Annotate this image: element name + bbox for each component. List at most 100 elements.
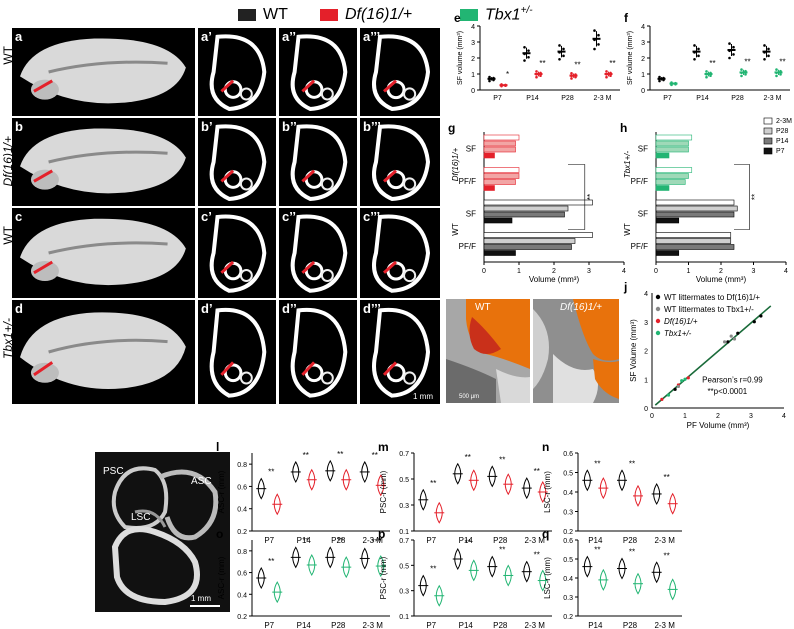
y-tick-label: 4: [471, 24, 475, 31]
violin-shape: [618, 469, 626, 492]
x-tick-label: 0: [482, 268, 486, 275]
sig-mark: **: [744, 57, 750, 66]
data-point: [697, 47, 700, 51]
sig-mark: **: [709, 59, 715, 68]
violin-shape: [361, 460, 369, 483]
sig-bracket: [568, 164, 586, 230]
bar: [655, 152, 670, 159]
x-tick-label: P14: [526, 95, 539, 102]
x-tick-label: 1: [517, 268, 521, 275]
ct-panel-2-3: c’’’: [360, 208, 440, 298]
violin-shape: [342, 556, 350, 579]
violin-shape: [377, 474, 385, 497]
chart-letter-f: f: [624, 11, 629, 25]
data-point: [732, 45, 735, 49]
bar: [483, 232, 593, 238]
data-point: [605, 75, 608, 79]
legend-swatch: [763, 137, 773, 145]
bar: [483, 179, 516, 185]
group-label: SF: [638, 144, 648, 153]
legend-swatch: [655, 306, 661, 312]
y-tick-label: 0: [471, 88, 475, 95]
sig-mark: **: [337, 536, 343, 545]
scatter-point: [683, 377, 687, 381]
violin-shape: [488, 465, 496, 488]
chart-letter-p: p: [378, 527, 385, 541]
x-tick-label: 4: [782, 413, 786, 420]
sig-bracket: [734, 164, 750, 230]
ct-panel-3-0: d: [12, 300, 195, 404]
panel-i-wt-render: [446, 299, 530, 403]
data-point: [763, 44, 766, 47]
x-tick-label: 2: [719, 268, 723, 275]
y-axis-label: ASC-r (mm): [217, 556, 226, 599]
y-tick-label: 0.4: [237, 507, 247, 514]
x-tick-label: 2-3 M: [525, 621, 546, 629]
y-tick-label: 2: [641, 56, 645, 63]
group-axis-label-wt: WT: [623, 223, 632, 236]
legend-label: P28: [776, 128, 789, 135]
y-tick-label: 0.4: [563, 576, 573, 583]
x-tick-label: 0: [654, 268, 658, 275]
stat-label: Pearson’s r=0.99: [702, 376, 763, 385]
legend-label-df: Df(16)1/+: [345, 6, 413, 23]
scatter-point: [726, 340, 730, 344]
data-point: [605, 73, 608, 76]
bar: [655, 179, 686, 185]
panel-k-image: k PSC ASC LSC 1 mm: [95, 452, 230, 612]
sig-mark: **: [664, 551, 670, 560]
sig-mark: **: [303, 451, 309, 460]
y-axis-label: PSC-r (mm): [379, 556, 388, 599]
y-tick-label: 0.6: [563, 451, 573, 458]
legend-label: P14: [776, 138, 789, 145]
x-tick-label: P28: [623, 621, 638, 629]
ct-panel-letter-3-1: d’: [201, 301, 213, 316]
x-tick-label: P14: [459, 621, 474, 629]
ct-panel-3-1: d’: [198, 300, 276, 404]
y-tick-label: 0.4: [563, 490, 573, 497]
data-point: [504, 83, 507, 87]
x-tick-label: P7: [426, 621, 436, 629]
sig-mark: **: [499, 455, 505, 464]
x-tick-label: 3: [749, 413, 753, 420]
chart-e: e 0 1 2 3 4 SF volume (mm³) P7 * P14 ** P28 ** 2-3 M *…: [454, 11, 620, 102]
data-point: [488, 77, 491, 81]
ct-panel-letter-2-0: c: [15, 209, 23, 224]
ct-panel-2-0: c: [12, 208, 195, 298]
data-point: [732, 53, 735, 56]
x-tick-label: 4: [784, 268, 788, 275]
data-point: [558, 44, 561, 47]
ct-panel-3-3: d’’’: [360, 300, 440, 404]
scatter-point: [736, 331, 740, 335]
bar: [483, 146, 516, 153]
x-tick-label: 2-3 M: [654, 536, 675, 545]
ct-panel-3-2: d’’: [279, 300, 357, 404]
x-tick-label: 0: [650, 413, 654, 420]
ct-scalebar-label: 1 mm: [413, 392, 433, 401]
sig-mark: **: [629, 459, 635, 468]
ct-panel-letter-1-3: b’’’: [363, 119, 381, 134]
data-point: [523, 59, 526, 62]
data-point: [570, 71, 573, 75]
bar: [483, 250, 516, 256]
violin-shape: [504, 564, 512, 587]
x-tick-label: 1: [683, 413, 687, 420]
x-tick-label: P28: [731, 95, 744, 102]
ct-panel-1-2: b’’: [279, 118, 357, 206]
ct-panel-letter-3-2: d’’: [282, 301, 297, 316]
y-axis-label: SF volume (mm³): [457, 31, 464, 85]
bar: [483, 167, 520, 173]
data-point: [574, 73, 577, 76]
ct-panel-0-1: a’: [198, 28, 276, 116]
bar: [483, 140, 516, 147]
x-tick-label: 2-3 M: [363, 621, 384, 629]
violin-shape: [583, 555, 591, 578]
x-tick-label: 2-3 M: [764, 95, 782, 102]
bar: [483, 211, 565, 218]
data-point: [744, 69, 747, 73]
data-point: [539, 71, 542, 75]
